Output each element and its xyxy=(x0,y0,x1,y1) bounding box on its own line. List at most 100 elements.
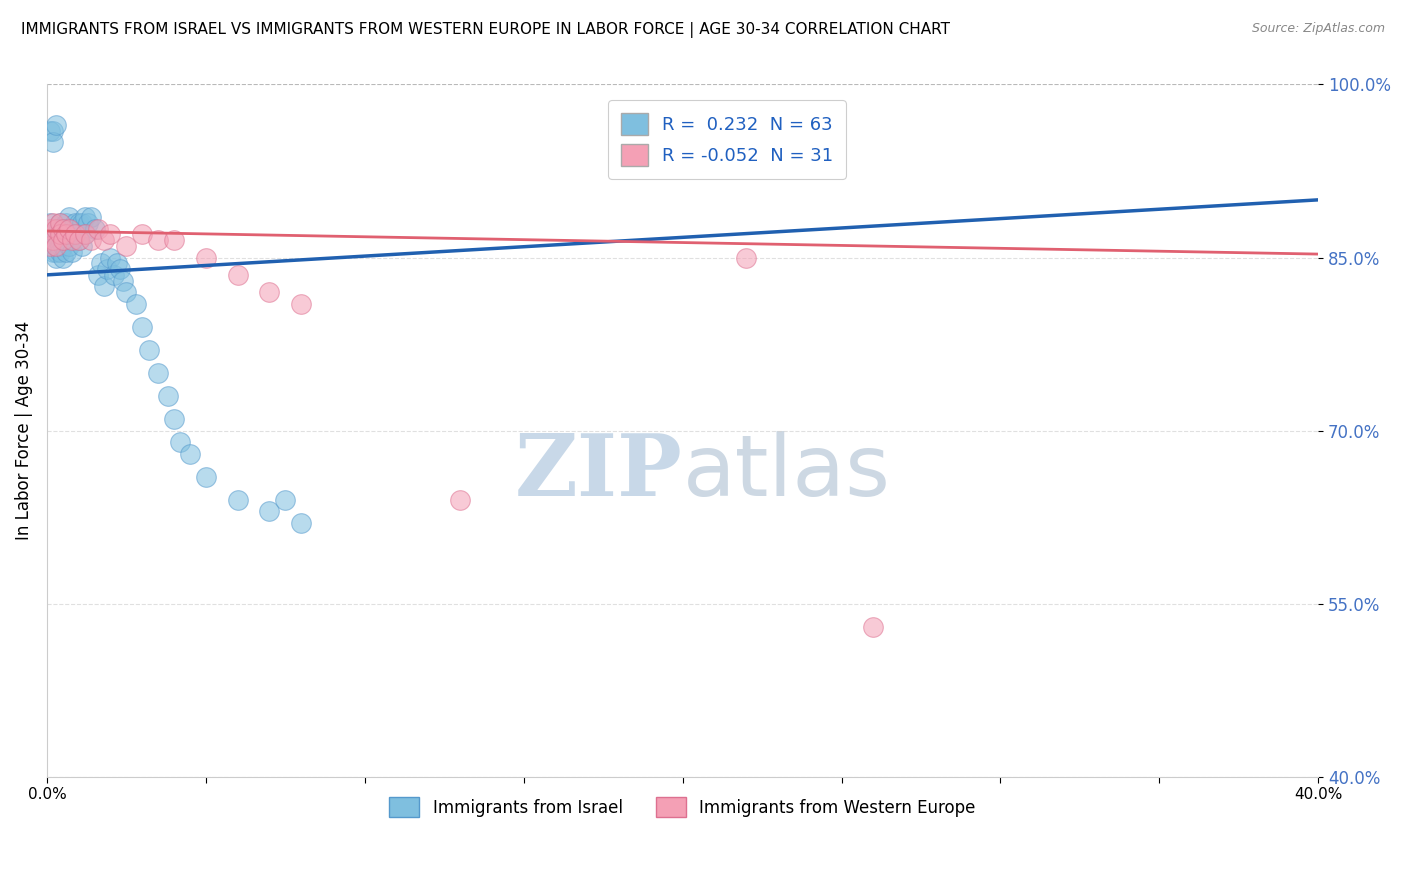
Point xyxy=(169,435,191,450)
Point xyxy=(42,135,65,149)
Point xyxy=(112,274,135,288)
Point xyxy=(735,251,758,265)
Point xyxy=(58,210,80,224)
Point xyxy=(58,221,80,235)
Point xyxy=(52,251,75,265)
Point xyxy=(65,216,87,230)
Point xyxy=(67,233,90,247)
Point xyxy=(39,233,62,247)
Point xyxy=(226,492,249,507)
Point xyxy=(42,123,65,137)
Point xyxy=(60,233,83,247)
Point xyxy=(80,233,103,247)
Point xyxy=(55,227,77,242)
Point xyxy=(48,216,70,230)
Point xyxy=(52,221,75,235)
Point xyxy=(274,492,297,507)
Point xyxy=(108,262,131,277)
Point xyxy=(87,268,110,282)
Point xyxy=(45,221,67,235)
Point xyxy=(73,210,96,224)
Point xyxy=(48,239,70,253)
Point xyxy=(48,221,70,235)
Point xyxy=(194,470,217,484)
Point xyxy=(131,319,153,334)
Point xyxy=(52,239,75,253)
Point xyxy=(45,239,67,253)
Point xyxy=(259,504,281,518)
Point xyxy=(259,285,281,300)
Point xyxy=(90,256,112,270)
Point xyxy=(42,227,65,242)
Point xyxy=(39,239,62,253)
Legend: Immigrants from Israel, Immigrants from Western Europe: Immigrants from Israel, Immigrants from … xyxy=(382,790,983,824)
Point xyxy=(73,227,96,242)
Point xyxy=(39,216,62,230)
Point xyxy=(70,239,93,253)
Point xyxy=(65,221,87,235)
Point xyxy=(226,268,249,282)
Point xyxy=(179,447,201,461)
Point xyxy=(156,389,179,403)
Point xyxy=(48,216,70,230)
Point xyxy=(87,221,110,235)
Point xyxy=(39,123,62,137)
Point xyxy=(45,227,67,242)
Point xyxy=(58,221,80,235)
Point xyxy=(45,244,67,259)
Point xyxy=(48,244,70,259)
Point xyxy=(55,221,77,235)
Y-axis label: In Labor Force | Age 30-34: In Labor Force | Age 30-34 xyxy=(15,321,32,541)
Point xyxy=(83,221,105,235)
Point xyxy=(45,239,67,253)
Point xyxy=(103,268,125,282)
Point xyxy=(52,221,75,235)
Point xyxy=(60,227,83,242)
Point xyxy=(138,343,160,357)
Point xyxy=(55,244,77,259)
Point xyxy=(290,516,312,530)
Point xyxy=(93,279,115,293)
Point xyxy=(115,239,138,253)
Text: Source: ZipAtlas.com: Source: ZipAtlas.com xyxy=(1251,22,1385,36)
Point xyxy=(449,492,471,507)
Point xyxy=(52,227,75,242)
Point xyxy=(77,216,100,230)
Text: atlas: atlas xyxy=(682,431,890,514)
Point xyxy=(163,233,186,247)
Text: IMMIGRANTS FROM ISRAEL VS IMMIGRANTS FROM WESTERN EUROPE IN LABOR FORCE | AGE 30: IMMIGRANTS FROM ISRAEL VS IMMIGRANTS FRO… xyxy=(21,22,950,38)
Point xyxy=(42,216,65,230)
Point xyxy=(105,256,128,270)
Point xyxy=(60,221,83,235)
Point xyxy=(45,251,67,265)
Point xyxy=(67,216,90,230)
Point xyxy=(131,227,153,242)
Point xyxy=(67,233,90,247)
Point xyxy=(115,285,138,300)
Point xyxy=(146,366,169,380)
Point xyxy=(290,296,312,310)
Point xyxy=(52,233,75,247)
Point xyxy=(100,251,122,265)
Point xyxy=(55,216,77,230)
Point xyxy=(146,233,169,247)
Point xyxy=(58,239,80,253)
Point xyxy=(48,227,70,242)
Point xyxy=(194,251,217,265)
Point xyxy=(42,244,65,259)
Point xyxy=(60,244,83,259)
Point xyxy=(80,210,103,224)
Point xyxy=(96,262,118,277)
Point xyxy=(73,227,96,242)
Text: ZIP: ZIP xyxy=(515,430,682,514)
Point xyxy=(93,233,115,247)
Point xyxy=(42,233,65,247)
Point xyxy=(125,296,148,310)
Point xyxy=(70,216,93,230)
Point xyxy=(163,412,186,426)
Point xyxy=(65,227,87,242)
Point xyxy=(862,620,884,634)
Point xyxy=(45,118,67,132)
Point xyxy=(39,221,62,235)
Point xyxy=(100,227,122,242)
